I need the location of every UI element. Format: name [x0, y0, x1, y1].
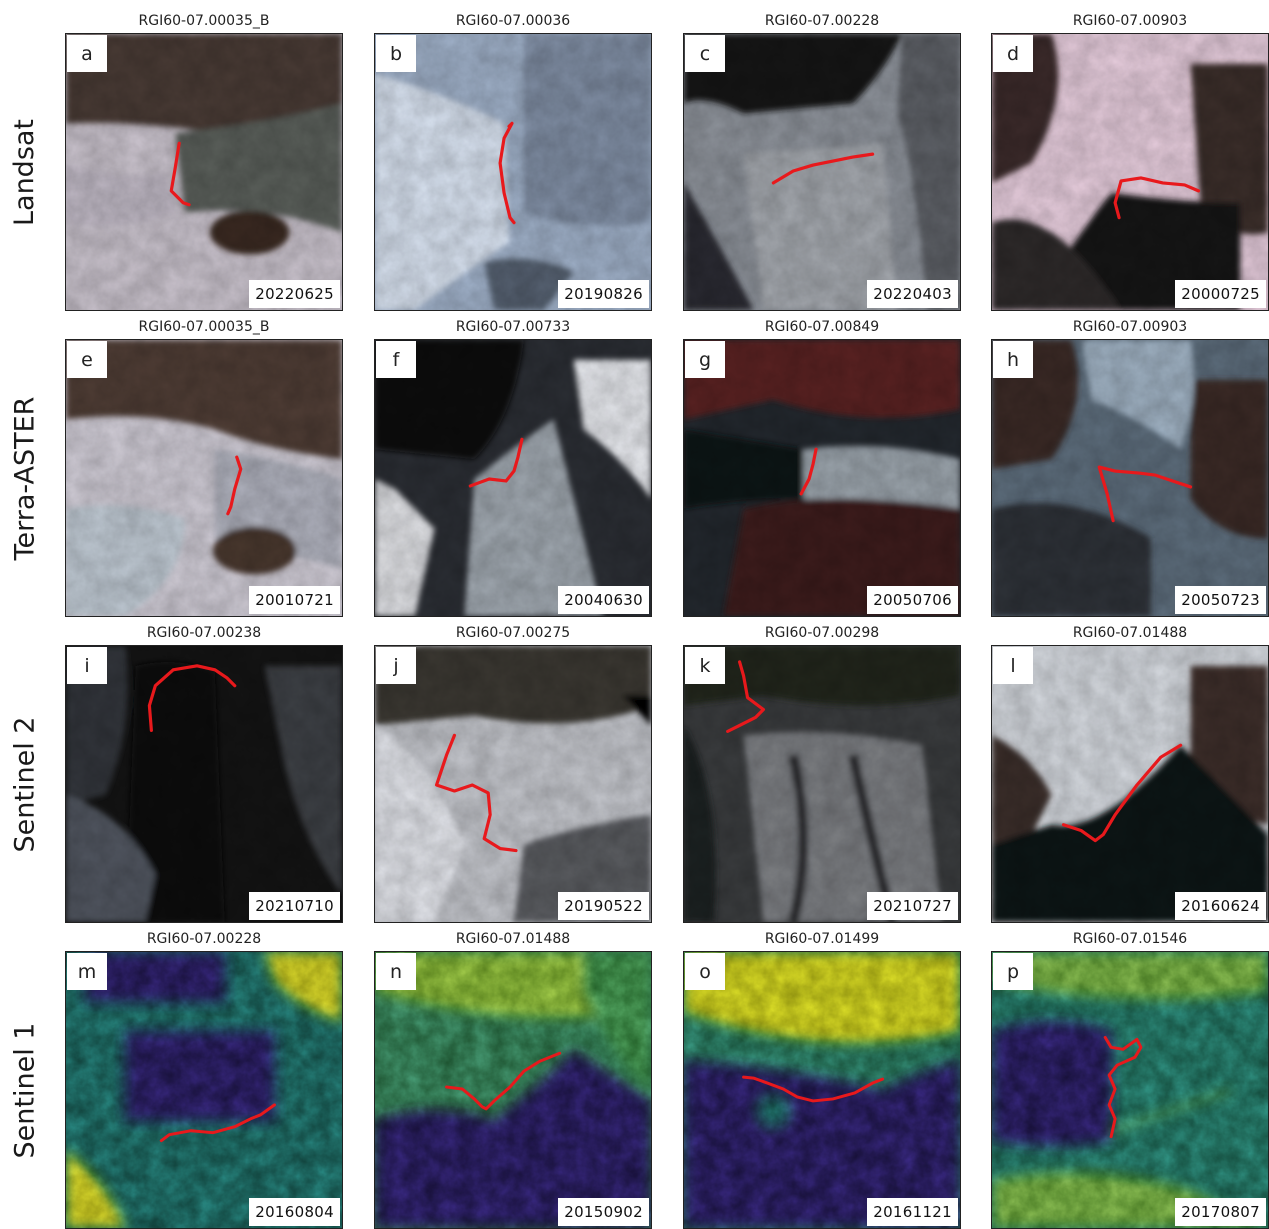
acquisition-date: 20220625: [249, 280, 340, 308]
acquisition-date: 20050706: [867, 586, 958, 614]
image-panel-c: c 20220403: [683, 33, 961, 311]
image-panel-g: g 20050706: [683, 339, 961, 617]
satellite-image: [66, 340, 342, 616]
panel-title: RGI60-07.00275: [455, 625, 571, 641]
acquisition-date: 20040630: [558, 586, 649, 614]
panel-letter: l: [993, 647, 1033, 684]
image-panel-p: p 20170807: [991, 951, 1269, 1229]
row-label-text: Sentinel 1: [9, 1022, 41, 1158]
acquisition-date: 20220403: [867, 280, 958, 308]
panel-title: RGI60-07.01488: [1072, 625, 1188, 641]
image-panel-m: m 20160804: [65, 951, 343, 1229]
image-panel-k: k 20210727: [683, 645, 961, 923]
panel-title: RGI60-07.00228: [146, 931, 262, 947]
panel-title: RGI60-07.01499: [764, 931, 880, 947]
acquisition-date: 20050723: [1175, 586, 1266, 614]
acquisition-date: 20010721: [249, 586, 340, 614]
satellite-image: [992, 34, 1268, 310]
panel-title: RGI60-07.00035_B: [138, 319, 270, 335]
row-label-text: Sentinel 2: [9, 716, 41, 852]
satellite-image: [66, 34, 342, 310]
satellite-image: [375, 34, 651, 310]
image-panel-o: o 20161121: [683, 951, 961, 1229]
panel-title: RGI60-07.00036: [455, 13, 571, 29]
image-panel-a: a 20220625: [65, 33, 343, 311]
panel-title: RGI60-07.00849: [764, 319, 880, 335]
panel-letter: j: [376, 647, 416, 684]
panel-title: RGI60-07.00733: [455, 319, 571, 335]
panel-title: RGI60-07.00035_B: [138, 13, 270, 29]
panel-title: RGI60-07.01488: [455, 931, 571, 947]
image-panel-i: i 20210710: [65, 645, 343, 923]
satellite-image: [375, 952, 651, 1228]
satellite-image: [992, 340, 1268, 616]
row-label-landsat: Landsat: [0, 33, 50, 311]
panel-letter: c: [685, 35, 725, 72]
row-label-text: Landsat: [9, 118, 41, 226]
image-panel-d: d 20000725: [991, 33, 1269, 311]
image-panel-f: f 20040630: [374, 339, 652, 617]
satellite-image: [375, 646, 651, 922]
panel-letter: m: [67, 953, 107, 990]
satellite-image: [66, 646, 342, 922]
satellite-image: [684, 34, 960, 310]
row-label-text: Terra-ASTER: [9, 396, 41, 560]
acquisition-date: 20150902: [558, 1198, 649, 1226]
panel-letter: g: [685, 341, 725, 378]
image-panel-l: l 20160624: [991, 645, 1269, 923]
panel-title: RGI60-07.00903: [1072, 13, 1188, 29]
panel-letter: b: [376, 35, 416, 72]
acquisition-date: 20160624: [1175, 892, 1266, 920]
panel-title: RGI60-07.00238: [146, 625, 262, 641]
panel-letter: n: [376, 953, 416, 990]
acquisition-date: 20210710: [249, 892, 340, 920]
panel-letter: h: [993, 341, 1033, 378]
acquisition-date: 20190522: [558, 892, 649, 920]
panel-letter: f: [376, 341, 416, 378]
image-panel-n: n 20150902: [374, 951, 652, 1229]
row-label-sentinel-2: Sentinel 2: [0, 645, 50, 923]
satellite-image: [992, 952, 1268, 1228]
image-panel-j: j 20190522: [374, 645, 652, 923]
acquisition-date: 20000725: [1175, 280, 1266, 308]
panel-letter: e: [67, 341, 107, 378]
acquisition-date: 20170807: [1175, 1198, 1266, 1226]
panel-letter: i: [67, 647, 107, 684]
image-panel-h: h 20050723: [991, 339, 1269, 617]
panel-title: RGI60-07.00903: [1072, 319, 1188, 335]
panel-title: RGI60-07.00298: [764, 625, 880, 641]
panel-letter: p: [993, 953, 1033, 990]
image-panel-b: b 20190826: [374, 33, 652, 311]
acquisition-date: 20190826: [558, 280, 649, 308]
satellite-image: [684, 646, 960, 922]
satellite-image: [66, 952, 342, 1228]
panel-letter: k: [685, 647, 725, 684]
panel-title: RGI60-07.01546: [1072, 931, 1188, 947]
panel-letter: o: [685, 953, 725, 990]
image-panel-e: e 20010721: [65, 339, 343, 617]
panel-letter: d: [993, 35, 1033, 72]
satellite-image: [684, 340, 960, 616]
satellite-image: [375, 340, 651, 616]
row-label-terra-aster: Terra-ASTER: [0, 339, 50, 617]
panel-title: RGI60-07.00228: [764, 13, 880, 29]
acquisition-date: 20161121: [867, 1198, 958, 1226]
acquisition-date: 20160804: [249, 1198, 340, 1226]
row-label-sentinel-1: Sentinel 1: [0, 951, 50, 1229]
satellite-image: [992, 646, 1268, 922]
acquisition-date: 20210727: [867, 892, 958, 920]
satellite-image: [684, 952, 960, 1228]
panel-letter: a: [67, 35, 107, 72]
